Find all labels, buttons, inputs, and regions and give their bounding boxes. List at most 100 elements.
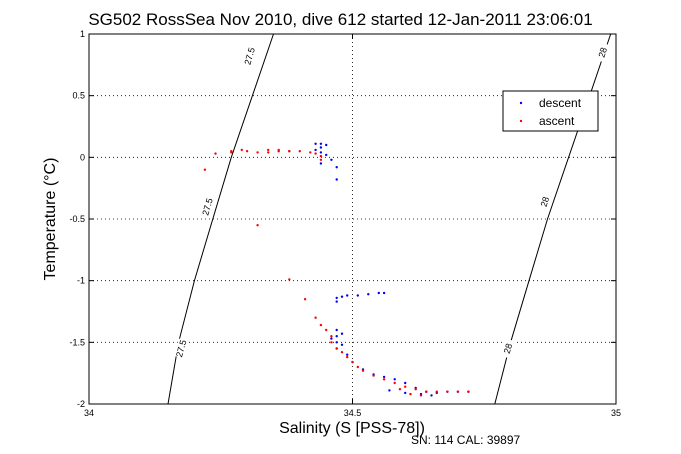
- point-descent-17: [335, 296, 338, 300]
- point-ascent-18: [256, 224, 259, 227]
- y-tick-label-0: -2: [77, 399, 85, 409]
- point-descent-22: [330, 337, 333, 340]
- contour-label-1-1: 28: [539, 195, 552, 208]
- point-ascent-23: [325, 328, 328, 332]
- point-ascent-25: [330, 341, 333, 344]
- point-ascent-14: [240, 148, 243, 152]
- point-ascent-20: [303, 298, 307, 301]
- contour-label-bg-0-0: [173, 338, 189, 359]
- point-descent-15: [346, 294, 349, 297]
- point-ascent-1: [267, 151, 270, 154]
- point-ascent-28: [346, 355, 349, 359]
- point-descent-18: [335, 300, 338, 303]
- point-ascent-29: [351, 360, 354, 364]
- y-tick-label-2: -1: [77, 276, 85, 286]
- legend: descent ascent: [502, 90, 599, 132]
- point-ascent-35: [404, 385, 407, 388]
- point-descent-12: [377, 291, 380, 295]
- y-axis-ticks: -2 -1.5 -1 -0.5 0 0.5 1: [69, 29, 616, 409]
- contour-label-bg-0-2: [242, 46, 257, 67]
- contour-label-bg-1-2: [595, 42, 611, 63]
- point-descent-32: [404, 381, 407, 385]
- point-ascent-26: [335, 347, 338, 350]
- y-tick-label-1: -1.5: [69, 337, 85, 347]
- point-ascent-22: [319, 323, 323, 327]
- point-descent-9: [335, 166, 338, 169]
- y-axis-label: Temperature (°C): [42, 158, 59, 281]
- point-ascent-34: [393, 381, 396, 385]
- contour-label-bg-1-1: [537, 191, 553, 212]
- point-descent-14: [356, 294, 359, 297]
- point-ascent-30: [356, 365, 359, 369]
- point-descent-6: [325, 153, 328, 157]
- y-tick-label-5: 0.5: [72, 91, 85, 101]
- point-ascent-5: [314, 152, 317, 155]
- point-ascent-43: [419, 394, 423, 397]
- point-descent-31: [393, 378, 396, 381]
- x-tick-label-2: 35: [611, 408, 621, 418]
- point-ascent-4: [309, 151, 312, 154]
- point-descent-24: [340, 343, 344, 346]
- point-descent-42: [388, 389, 391, 392]
- point-descent-20: [340, 332, 344, 335]
- point-ascent-15: [277, 148, 280, 152]
- point-descent-21: [335, 335, 338, 338]
- legend-marker-descent: [519, 101, 523, 105]
- point-descent-11: [382, 291, 386, 295]
- point-ascent-41: [467, 390, 470, 393]
- data-points: [203, 142, 470, 397]
- point-ascent-7: [319, 158, 323, 161]
- point-ascent-40: [456, 390, 460, 393]
- point-descent-0: [314, 142, 317, 145]
- point-ascent-33: [382, 378, 386, 381]
- point-descent-4: [314, 148, 317, 152]
- y-tick-label-4: 0: [80, 152, 85, 162]
- point-descent-8: [319, 162, 323, 165]
- point-ascent-19: [288, 278, 291, 281]
- point-descent-2: [325, 143, 328, 147]
- point-ascent-9: [267, 148, 270, 152]
- point-descent-30: [382, 375, 386, 379]
- point-ascent-17: [203, 168, 207, 171]
- point-ascent-21: [314, 316, 317, 319]
- point-descent-23: [335, 341, 338, 344]
- point-ascent-37: [425, 390, 428, 393]
- x-tick-label-1: 34.5: [344, 408, 362, 418]
- contour-label-1-2: 28: [597, 46, 610, 59]
- point-descent-10: [335, 178, 338, 181]
- point-descent-5: [319, 151, 323, 154]
- point-descent-1: [319, 142, 323, 145]
- point-descent-7: [330, 158, 333, 161]
- chart-title: SG502 RossSea Nov 2010, dive 612 started…: [88, 10, 592, 29]
- point-ascent-24: [330, 335, 333, 338]
- point-ascent-3: [298, 150, 301, 153]
- point-descent-19: [335, 328, 338, 332]
- point-ascent-12: [214, 152, 217, 155]
- x-axis-label: Salinity (S [PSS-78]): [279, 420, 425, 437]
- point-ascent-13: [230, 150, 233, 153]
- footer-serial-cal: SN: 114 CAL: 39897: [411, 433, 521, 447]
- point-ascent-0: [245, 150, 249, 153]
- legend-label-descent: descent: [539, 96, 582, 110]
- legend-marker-ascent: [519, 119, 523, 123]
- point-ascent-36: [414, 388, 417, 391]
- point-ascent-16: [288, 150, 291, 153]
- contour-label-bg-0-1: [200, 196, 215, 217]
- point-descent-16: [340, 295, 344, 298]
- contour-label-bg-1-0: [500, 338, 516, 359]
- point-ascent-42: [409, 392, 412, 396]
- point-descent-41: [404, 391, 407, 395]
- contour-label-0-1: 27.5: [200, 197, 214, 217]
- point-ascent-39: [446, 390, 449, 393]
- contour-label-0-0: 27.5: [174, 339, 188, 359]
- y-tick-label-3: -0.5: [69, 214, 85, 224]
- point-ascent-32: [372, 374, 375, 377]
- point-descent-26: [346, 353, 349, 356]
- point-descent-13: [367, 293, 370, 296]
- point-ascent-27: [340, 351, 344, 354]
- y-tick-label-6: 1: [80, 29, 85, 39]
- point-ascent-31: [361, 369, 365, 372]
- point-ascent-10: [256, 151, 259, 154]
- point-descent-3: [319, 146, 323, 149]
